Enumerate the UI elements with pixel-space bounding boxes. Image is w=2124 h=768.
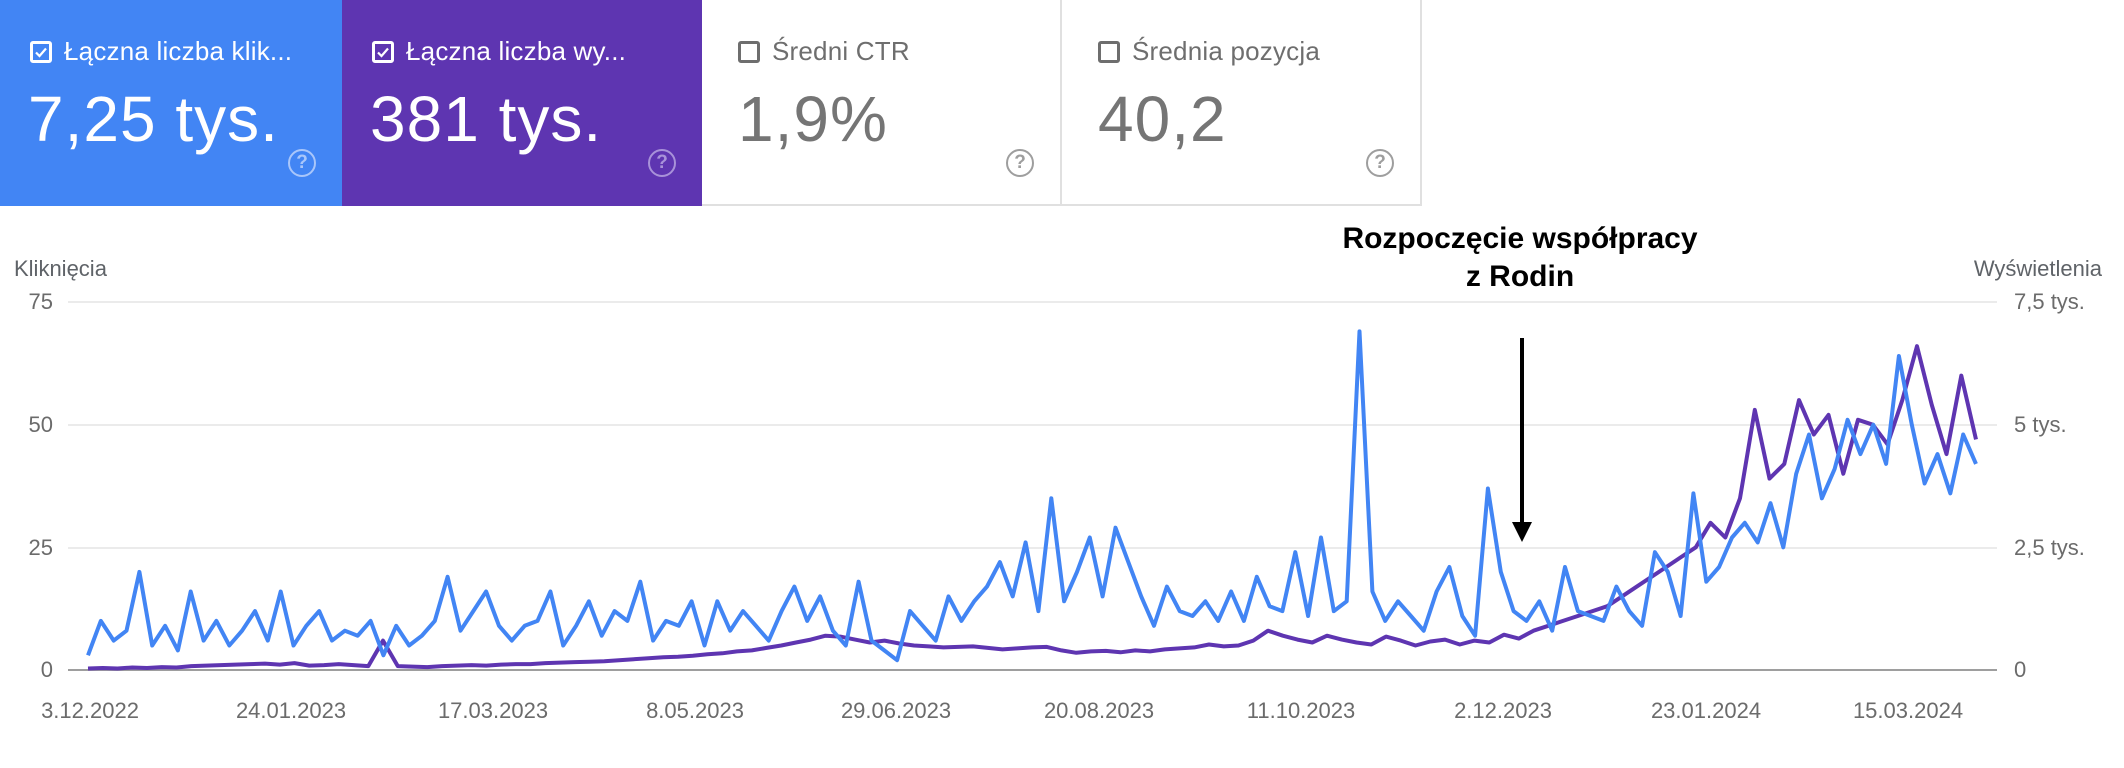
x-tick: 11.10.2023 (1246, 698, 1356, 723)
x-tick: 15.03.2024 (1852, 698, 1964, 723)
x-tick: 20.08.2023 (1043, 698, 1155, 723)
left-y-tick: 50 (28, 412, 53, 437)
checkbox-checked-icon[interactable] (30, 40, 52, 63)
help-circle-icon[interactable]: ? (1366, 149, 1394, 177)
right-y-tick: 2,5 tys. (2014, 535, 2085, 560)
impressions-line (87, 344, 1978, 671)
metric-card-header: Średnia pozycja (1098, 36, 1320, 67)
x-tick: 29.06.2023 (840, 698, 952, 723)
annotation-line-2: z Rodin (1465, 260, 1575, 293)
metric-card-header: Łączna liczba wy... (372, 36, 626, 67)
metric-value: 1,9% (738, 83, 888, 155)
right-axis-title: Wyświetlenia (1973, 256, 2102, 281)
left-axis-title: Kliknięcia (14, 256, 107, 281)
metric-card-average-ctr[interactable]: Średni CTR 1,9% ? (702, 0, 1062, 206)
help-circle-icon[interactable]: ? (288, 149, 316, 177)
metric-label: Łączna liczba wy... (406, 36, 627, 66)
metric-card-header: Średni CTR (738, 36, 910, 67)
metric-label: Średni CTR (772, 36, 910, 66)
metric-card-header: Łączna liczba klik... (30, 36, 292, 67)
x-tick: 24.01.2023 (235, 698, 347, 723)
help-circle-icon[interactable]: ? (648, 149, 676, 177)
x-tick: 2.12.2023 (1454, 698, 1552, 723)
right-y-tick: 0 (2014, 657, 2027, 682)
checkbox-checked-icon[interactable] (372, 40, 394, 63)
annotation-label: Rozpoczęcie współpracy z Rodin (1330, 220, 1710, 296)
metric-value: 7,25 tys. (28, 83, 279, 155)
left-y-tick: 0 (40, 657, 53, 682)
metric-cards: Łączna liczba klik... 7,25 tys. ? Łączna… (0, 0, 1422, 206)
help-circle-icon[interactable]: ? (1006, 149, 1034, 177)
metric-value: 40,2 (1098, 83, 1227, 155)
metric-label: Średnia pozycja (1132, 36, 1320, 66)
metric-label: Łączna liczba klik... (64, 36, 293, 66)
metric-card-total-clicks[interactable]: Łączna liczba klik... 7,25 tys. ? (0, 0, 342, 206)
right-y-tick: 5 tys. (2014, 412, 2067, 437)
gridlines (68, 301, 1997, 671)
x-tick: 23.01.2024 (1650, 698, 1762, 723)
metric-value: 381 tys. (370, 83, 603, 155)
right-y-tick: 7,5 tys. (2014, 289, 2085, 314)
left-y-tick: 75 (28, 289, 53, 314)
clicks-line (86, 329, 1978, 663)
left-y-tick: 25 (28, 535, 53, 560)
checkbox-unchecked-icon[interactable] (738, 40, 760, 63)
x-tick: 8.05.2023 (646, 698, 744, 723)
x-tick: 3.12.2022 (41, 698, 139, 723)
checkbox-unchecked-icon[interactable] (1098, 40, 1120, 63)
x-tick: 17.03.2023 (437, 698, 549, 723)
metric-card-average-position[interactable]: Średnia pozycja 40,2 ? (1062, 0, 1422, 206)
annotation-arrow-icon (1512, 338, 1532, 542)
annotation-line-1: Rozpoczęcie współpracy (1342, 222, 1698, 255)
metric-card-total-impressions[interactable]: Łączna liczba wy... 381 tys. ? (342, 0, 702, 206)
